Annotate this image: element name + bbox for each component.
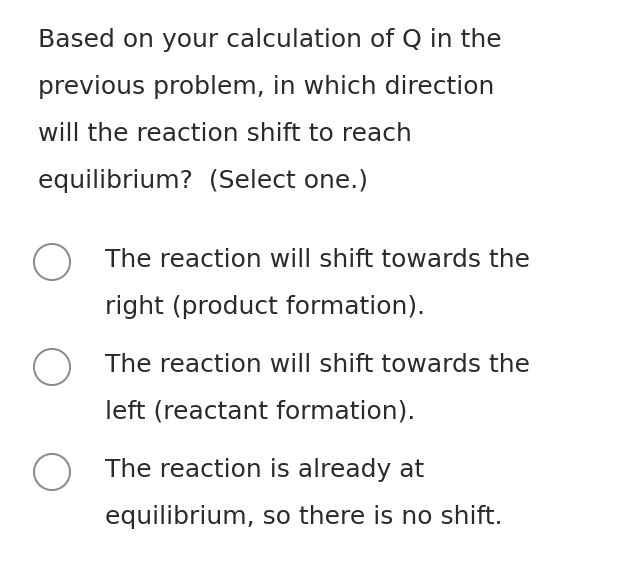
Text: will the reaction shift to reach: will the reaction shift to reach: [38, 122, 412, 146]
Text: right (product formation).: right (product formation).: [105, 295, 425, 319]
Text: equilibrium?  (Select one.): equilibrium? (Select one.): [38, 169, 368, 193]
Text: The reaction will shift towards the: The reaction will shift towards the: [105, 248, 530, 272]
Text: The reaction is already at: The reaction is already at: [105, 458, 424, 482]
Text: previous problem, in which direction: previous problem, in which direction: [38, 75, 495, 99]
Text: left (reactant formation).: left (reactant formation).: [105, 400, 415, 424]
Text: Based on your calculation of Q in the: Based on your calculation of Q in the: [38, 28, 501, 52]
Text: The reaction will shift towards the: The reaction will shift towards the: [105, 353, 530, 377]
Text: equilibrium, so there is no shift.: equilibrium, so there is no shift.: [105, 505, 503, 529]
